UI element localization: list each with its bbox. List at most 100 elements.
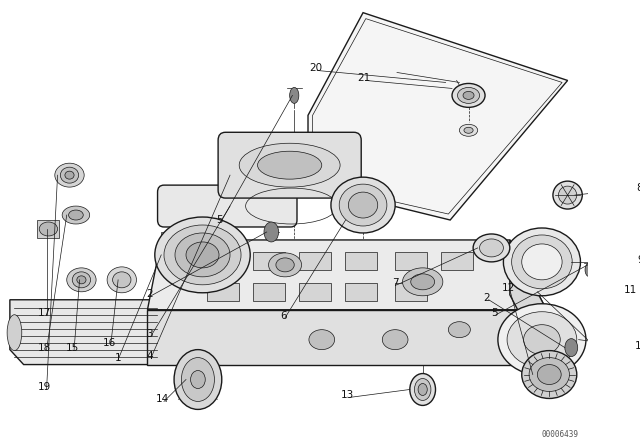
Ellipse shape xyxy=(309,330,335,349)
Ellipse shape xyxy=(264,222,278,242)
Ellipse shape xyxy=(174,349,222,409)
Ellipse shape xyxy=(559,186,577,204)
Text: 13: 13 xyxy=(341,391,354,401)
Bar xyxy=(345,283,377,301)
Polygon shape xyxy=(147,310,547,365)
Ellipse shape xyxy=(77,276,86,284)
Ellipse shape xyxy=(418,383,428,396)
Ellipse shape xyxy=(339,184,387,226)
Ellipse shape xyxy=(276,258,294,272)
Ellipse shape xyxy=(60,167,79,183)
Ellipse shape xyxy=(62,206,90,224)
Ellipse shape xyxy=(67,268,96,292)
Polygon shape xyxy=(510,240,547,365)
Ellipse shape xyxy=(415,379,431,401)
Ellipse shape xyxy=(39,222,58,236)
Text: 15: 15 xyxy=(66,343,79,353)
Ellipse shape xyxy=(348,192,378,218)
Ellipse shape xyxy=(553,181,582,209)
Ellipse shape xyxy=(529,358,570,392)
Bar xyxy=(37,220,60,238)
Ellipse shape xyxy=(511,235,572,289)
Text: 3: 3 xyxy=(146,329,152,339)
Ellipse shape xyxy=(239,143,340,187)
Polygon shape xyxy=(10,300,161,365)
Text: 00006439: 00006439 xyxy=(541,431,579,439)
Bar xyxy=(299,283,331,301)
Text: 5: 5 xyxy=(491,308,497,318)
Ellipse shape xyxy=(479,239,504,257)
Ellipse shape xyxy=(155,217,250,293)
Text: 8: 8 xyxy=(636,183,640,193)
Text: 18: 18 xyxy=(38,343,51,353)
Ellipse shape xyxy=(65,171,74,179)
Text: 10: 10 xyxy=(634,340,640,351)
Text: 12: 12 xyxy=(502,283,516,293)
Ellipse shape xyxy=(411,274,435,290)
Ellipse shape xyxy=(473,234,510,262)
Ellipse shape xyxy=(113,272,131,288)
Bar xyxy=(606,366,627,379)
Ellipse shape xyxy=(269,253,301,277)
Polygon shape xyxy=(147,240,547,310)
Ellipse shape xyxy=(382,330,408,349)
Polygon shape xyxy=(308,13,568,220)
Ellipse shape xyxy=(507,312,577,367)
Ellipse shape xyxy=(464,127,473,134)
Ellipse shape xyxy=(181,358,214,401)
Ellipse shape xyxy=(498,304,586,375)
FancyBboxPatch shape xyxy=(218,132,361,198)
Bar xyxy=(207,283,239,301)
Ellipse shape xyxy=(403,268,443,296)
Ellipse shape xyxy=(611,352,621,360)
Text: 16: 16 xyxy=(102,338,116,348)
Bar xyxy=(441,252,473,270)
Ellipse shape xyxy=(164,225,241,285)
Ellipse shape xyxy=(522,351,577,398)
Text: 21: 21 xyxy=(357,73,371,83)
Ellipse shape xyxy=(410,374,435,405)
Text: 9: 9 xyxy=(637,255,640,265)
Text: 5: 5 xyxy=(216,215,222,225)
Ellipse shape xyxy=(257,151,322,179)
Ellipse shape xyxy=(460,124,477,136)
Text: 20: 20 xyxy=(308,64,322,73)
Text: 2: 2 xyxy=(484,293,490,303)
Ellipse shape xyxy=(524,325,560,355)
Ellipse shape xyxy=(290,87,299,103)
Ellipse shape xyxy=(107,267,136,293)
Text: 6: 6 xyxy=(280,311,287,321)
Bar xyxy=(345,252,377,270)
Text: 1: 1 xyxy=(115,353,122,362)
Ellipse shape xyxy=(241,148,339,183)
Bar xyxy=(395,283,428,301)
Ellipse shape xyxy=(504,228,580,296)
Ellipse shape xyxy=(452,83,485,108)
Text: 19: 19 xyxy=(38,383,51,392)
Text: 7: 7 xyxy=(392,278,399,288)
Text: 14: 14 xyxy=(156,394,169,405)
Ellipse shape xyxy=(191,370,205,388)
Ellipse shape xyxy=(331,177,395,233)
Text: 4: 4 xyxy=(146,351,152,361)
Ellipse shape xyxy=(565,339,578,357)
Ellipse shape xyxy=(538,365,561,384)
Bar xyxy=(299,252,331,270)
Ellipse shape xyxy=(522,244,562,280)
FancyBboxPatch shape xyxy=(157,185,297,227)
Ellipse shape xyxy=(175,233,230,277)
Bar xyxy=(253,283,285,301)
Ellipse shape xyxy=(458,87,479,103)
Ellipse shape xyxy=(585,263,594,277)
Text: 17: 17 xyxy=(38,308,51,318)
Ellipse shape xyxy=(72,272,91,288)
Ellipse shape xyxy=(449,322,470,338)
Bar xyxy=(207,252,239,270)
Bar xyxy=(395,252,428,270)
Ellipse shape xyxy=(463,91,474,99)
Ellipse shape xyxy=(186,242,219,268)
Polygon shape xyxy=(161,232,221,248)
Ellipse shape xyxy=(68,210,83,220)
Bar xyxy=(253,252,285,270)
Text: 2: 2 xyxy=(146,289,152,299)
